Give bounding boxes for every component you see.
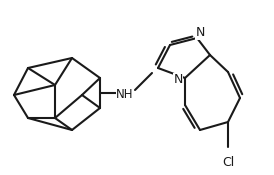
Text: NH: NH	[116, 89, 134, 101]
Text: Cl: Cl	[222, 156, 234, 169]
Text: N: N	[195, 26, 205, 40]
Text: N: N	[173, 74, 183, 86]
